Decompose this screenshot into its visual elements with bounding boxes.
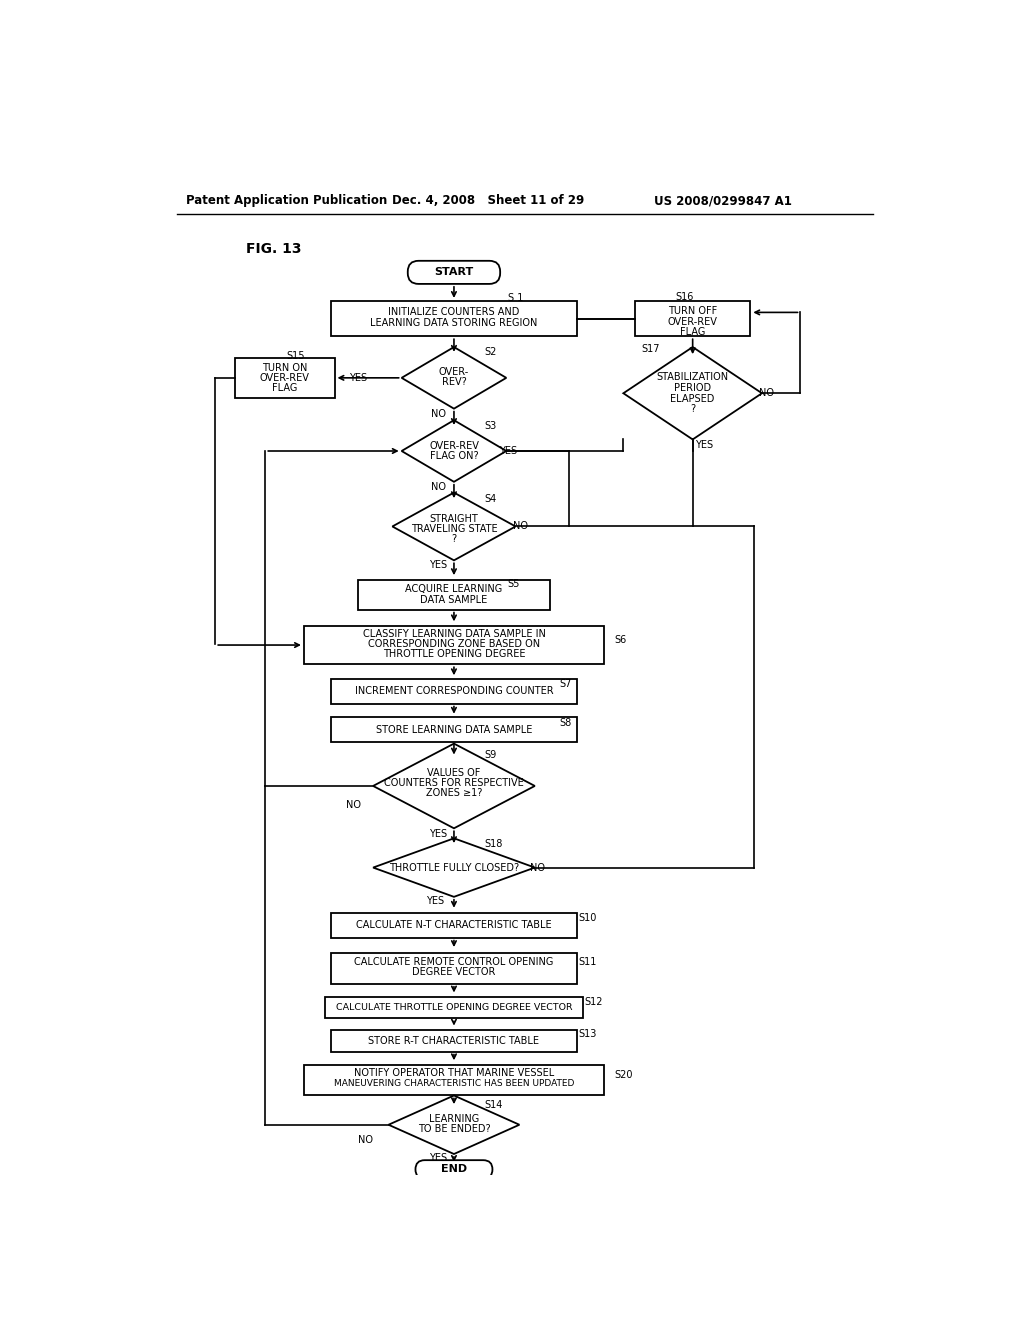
Bar [331,953,578,983]
Text: STORE LEARNING DATA SAMPLE: STORE LEARNING DATA SAMPLE [376,725,532,735]
Text: CORRESPONDING ZONE BASED ON: CORRESPONDING ZONE BASED ON [368,639,540,649]
Text: US 2008/0299847 A1: US 2008/0299847 A1 [654,194,792,207]
Text: S8: S8 [559,718,571,727]
Bar [635,301,751,337]
Text: OVER-REV: OVER-REV [429,441,479,450]
Text: ACQUIRE LEARNING: ACQUIRE LEARNING [406,583,503,594]
Text: CALCULATE N-T CHARACTERISTIC TABLE: CALCULATE N-T CHARACTERISTIC TABLE [356,920,552,931]
Text: S13: S13 [579,1028,597,1039]
Bar [331,913,578,937]
Text: ?: ? [452,533,457,544]
Text: ELAPSED: ELAPSED [671,393,715,404]
Polygon shape [392,492,515,561]
Text: END: END [441,1164,467,1175]
Text: TURN OFF: TURN OFF [668,306,717,315]
Text: CLASSIFY LEARNING DATA SAMPLE IN: CLASSIFY LEARNING DATA SAMPLE IN [362,630,546,639]
Text: LEARNING DATA STORING REGION: LEARNING DATA STORING REGION [371,318,538,329]
Bar [331,678,578,704]
Text: S14: S14 [484,1100,503,1110]
Text: COUNTERS FOR RESPECTIVE: COUNTERS FOR RESPECTIVE [384,777,524,788]
Text: Dec. 4, 2008   Sheet 11 of 29: Dec. 4, 2008 Sheet 11 of 29 [392,194,585,207]
Bar [304,626,604,664]
Text: MANEUVERING CHARACTERISTIC HAS BEEN UPDATED: MANEUVERING CHARACTERISTIC HAS BEEN UPDA… [334,1078,574,1088]
Bar [325,997,583,1019]
Text: S9: S9 [484,750,497,760]
Text: NO: NO [346,800,361,810]
Text: S18: S18 [484,838,503,849]
Text: S4: S4 [484,494,497,504]
Polygon shape [373,838,535,896]
Text: OVER-: OVER- [439,367,469,378]
Text: DEGREE VECTOR: DEGREE VECTOR [413,968,496,977]
Text: INITIALIZE COUNTERS AND: INITIALIZE COUNTERS AND [388,308,519,317]
Text: ZONES ≥1?: ZONES ≥1? [426,788,482,797]
Text: S5: S5 [508,579,520,589]
Text: THROTTLE FULLY CLOSED?: THROTTLE FULLY CLOSED? [389,862,519,873]
Text: S12: S12 [585,997,603,1007]
Text: OVER-REV: OVER-REV [668,317,718,326]
FancyBboxPatch shape [416,1160,493,1179]
Text: Patent Application Publication: Patent Application Publication [186,194,387,207]
Bar [304,1065,604,1096]
Text: ?: ? [690,404,695,414]
Text: FLAG: FLAG [680,327,706,338]
Polygon shape [401,420,506,482]
Text: YES: YES [429,1152,447,1163]
Text: START: START [434,268,473,277]
Text: PERIOD: PERIOD [674,383,712,393]
Text: NO: NO [513,521,528,532]
Text: REV?: REV? [441,378,466,388]
Text: S15: S15 [287,351,305,362]
Text: YES: YES [348,372,367,383]
Text: TURN ON: TURN ON [262,363,307,372]
Text: LEARNING: LEARNING [429,1114,479,1125]
Text: TO BE ENDED?: TO BE ENDED? [418,1125,490,1134]
Text: YES: YES [426,896,443,907]
Polygon shape [388,1096,519,1154]
Bar [331,1030,578,1052]
Bar [234,358,335,397]
FancyBboxPatch shape [408,261,500,284]
Text: S17: S17 [641,345,659,354]
Text: S16: S16 [676,292,694,302]
Text: S7: S7 [559,680,571,689]
Text: S11: S11 [579,957,597,966]
Text: OVER-REV: OVER-REV [260,372,309,383]
Text: YES: YES [499,446,517,455]
Bar [357,581,550,610]
Text: DATA SAMPLE: DATA SAMPLE [420,594,487,605]
Bar [331,301,578,337]
Text: FLAG: FLAG [272,383,297,393]
Text: STABILIZATION: STABILIZATION [656,372,729,381]
Polygon shape [624,347,762,440]
Text: S10: S10 [579,913,597,924]
Text: STORE R-T CHARACTERISTIC TABLE: STORE R-T CHARACTERISTIC TABLE [369,1036,540,1045]
Text: S6: S6 [614,635,627,645]
Bar [331,718,578,742]
Polygon shape [401,347,506,409]
Text: NO: NO [358,1135,373,1146]
Text: NO: NO [431,409,446,418]
Text: NO: NO [431,482,446,492]
Text: NO: NO [529,862,545,873]
Text: CALCULATE REMOTE CONTROL OPENING: CALCULATE REMOTE CONTROL OPENING [354,957,554,966]
Text: STRAIGHT: STRAIGHT [430,513,478,524]
Text: S2: S2 [484,347,497,356]
Text: YES: YES [429,560,447,570]
Text: S3: S3 [484,421,497,430]
Text: THROTTLE OPENING DEGREE: THROTTLE OPENING DEGREE [383,649,525,659]
Text: TRAVELING STATE: TRAVELING STATE [411,524,498,533]
Polygon shape [373,743,535,829]
Text: VALUES OF: VALUES OF [427,768,480,777]
Text: NOTIFY OPERATOR THAT MARINE VESSEL: NOTIFY OPERATOR THAT MARINE VESSEL [354,1068,554,1078]
Text: FLAG ON?: FLAG ON? [430,451,478,462]
Text: YES: YES [429,829,447,838]
Text: FIG. 13: FIG. 13 [246,243,301,256]
Text: INCREMENT CORRESPONDING COUNTER: INCREMENT CORRESPONDING COUNTER [354,686,553,696]
Text: NO: NO [759,388,774,399]
Text: YES: YES [695,440,714,450]
Text: S 1: S 1 [508,293,523,302]
Text: S20: S20 [614,1069,633,1080]
Text: CALCULATE THROTTLE OPENING DEGREE VECTOR: CALCULATE THROTTLE OPENING DEGREE VECTOR [336,1003,572,1012]
